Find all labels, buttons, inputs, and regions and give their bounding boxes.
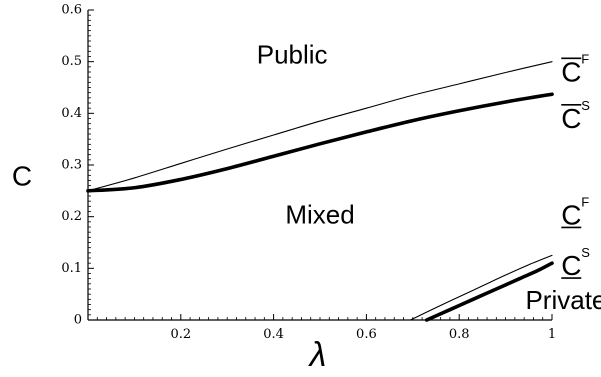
axes [87, 9, 553, 321]
series-line-1 [87, 61, 553, 192]
curve-label-letter: C [561, 250, 581, 281]
curve-label-letter: C [561, 103, 581, 134]
x-tick-label: 1 [548, 327, 556, 342]
series-line-3 [409, 254, 553, 321]
y-tick-label: 0.3 [61, 158, 82, 173]
curve-label-superscript: S [581, 98, 590, 113]
y-axis-title: C [12, 160, 32, 191]
series-group [86, 61, 554, 322]
x-tick-label: 0.8 [449, 327, 470, 342]
curve-label-group: C FC SC FC S [561, 51, 590, 281]
x-tick-label: 0.2 [170, 327, 191, 342]
series-line-4 [424, 261, 554, 322]
curve-label-letter: C [561, 199, 581, 230]
x-axis-title: λ [308, 336, 327, 374]
series-line-2 [86, 92, 554, 193]
curve-label-superscript: F [581, 194, 589, 209]
curve-label-letter: C [561, 56, 581, 87]
y-tick-label: 0.1 [61, 261, 82, 276]
curve-label-superscript: S [581, 245, 590, 260]
y-tick-label: 0.5 [61, 54, 82, 69]
minor-ticks [88, 14, 544, 320]
annotation-group: Public Mixed Private [257, 39, 601, 314]
tick-labels: 0 0.1 0.2 0.3 0.4 0.5 0.6 0.2 0.4 0.6 0.8 1 [61, 3, 556, 343]
y-tick-label: 0.4 [61, 106, 82, 121]
x-tick-label: 0.4 [263, 327, 284, 342]
region-label-public: Public [257, 39, 328, 69]
region-label-mixed: Mixed [285, 200, 354, 230]
curve-label-superscript: F [581, 51, 589, 66]
y-tick-label: 0.2 [61, 209, 82, 224]
y-tick-label: 0.6 [61, 3, 82, 18]
x-tick-label: 0.6 [356, 327, 377, 342]
y-tick-label: 0 [74, 313, 82, 328]
major-ticks [88, 9, 553, 321]
region-label-private: Private [525, 285, 601, 315]
